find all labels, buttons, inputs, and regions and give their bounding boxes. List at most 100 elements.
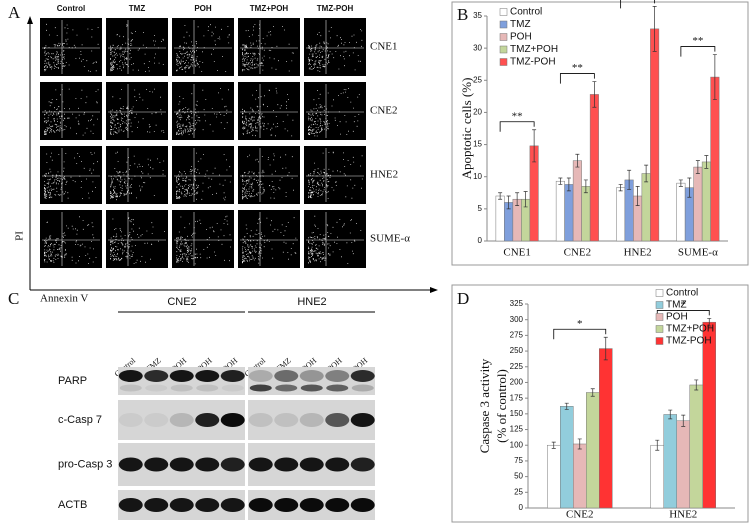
significance-label: ** — [572, 62, 583, 74]
band — [299, 413, 324, 427]
y-tick-label: 0 — [478, 236, 483, 245]
flow-dots — [308, 88, 360, 137]
flow-dots — [242, 217, 297, 264]
x-tick-label: CNE1 — [503, 247, 531, 259]
flow-plot — [172, 146, 234, 204]
legend-swatch — [655, 313, 664, 321]
flow-plot — [238, 18, 300, 76]
flow-plot — [304, 146, 366, 204]
band — [249, 384, 272, 392]
protein-label: PARP — [58, 375, 87, 387]
error-bar — [506, 195, 511, 210]
row-label: CNE2 — [370, 105, 398, 117]
y-axis-label: (% of control) — [494, 369, 509, 443]
flow-dots — [44, 152, 98, 199]
band — [350, 498, 375, 512]
y-tick-label: 200 — [510, 378, 524, 387]
band — [300, 384, 323, 392]
flow-dots — [242, 87, 294, 137]
protein-label: c-Casp 7 — [58, 414, 102, 426]
y-tick-label: 50 — [514, 472, 523, 481]
band — [220, 457, 245, 472]
band — [325, 413, 350, 427]
panel-label: A — [8, 3, 21, 22]
bar — [573, 443, 587, 509]
band — [299, 370, 324, 382]
band — [195, 498, 220, 512]
bar — [676, 182, 686, 242]
flow-dots — [176, 88, 229, 136]
legend-label: TMZ — [510, 19, 531, 30]
y-tick-label: 325 — [510, 299, 524, 308]
flow-dots — [308, 215, 362, 264]
y-tick-label: 20 — [473, 108, 482, 117]
y-tick-label: 0 — [519, 503, 524, 512]
flow-plot — [304, 18, 366, 76]
legend-swatch — [499, 45, 508, 54]
flow-plot — [106, 146, 168, 204]
x-axis-label: Annexin V — [40, 293, 88, 305]
error-bar — [635, 186, 640, 206]
band — [248, 370, 273, 382]
band — [299, 498, 324, 512]
legend-swatch — [499, 33, 508, 41]
error-bar — [558, 177, 563, 185]
bar — [702, 321, 716, 509]
flow-dots — [176, 24, 230, 73]
y-tick-label: 35 — [473, 11, 482, 20]
protein-label: pro-Casp 3 — [58, 458, 112, 470]
x-tick-label: HNE2 — [624, 247, 652, 259]
y-tick-label: 250 — [510, 346, 524, 355]
y-tick-label: 10 — [473, 172, 482, 181]
arrow-head — [430, 287, 438, 293]
error-bar — [498, 192, 503, 200]
y-tick-label: 5 — [478, 204, 483, 213]
flow-plot — [40, 82, 102, 140]
y-tick-label: 15 — [473, 140, 482, 149]
arrow-head — [27, 16, 33, 24]
error-bar — [523, 191, 528, 208]
error-bar — [687, 177, 692, 198]
legend-label: TMZ-POH — [510, 57, 556, 68]
flow-plot — [172, 18, 234, 76]
error-bar — [707, 318, 712, 327]
band — [144, 498, 169, 512]
y-tick-label: 25 — [514, 487, 523, 496]
flow-dots — [308, 27, 363, 72]
y-tick-label: 150 — [510, 409, 524, 418]
band — [196, 384, 219, 392]
column-label: POH — [194, 4, 212, 13]
x-tick-label: HNE2 — [669, 509, 697, 521]
row-label: CNE1 — [370, 41, 398, 53]
bar — [586, 392, 600, 509]
error-bar — [704, 155, 709, 169]
error-bar — [712, 54, 717, 100]
y-tick-label: 175 — [510, 393, 524, 402]
significance-label: ** — [692, 35, 703, 47]
band — [118, 370, 143, 382]
flow-dots — [44, 216, 97, 264]
bar — [495, 195, 505, 242]
flow-dots — [110, 24, 164, 72]
bar — [650, 28, 660, 242]
significance-label: * — [681, 299, 687, 311]
flow-plot — [304, 210, 366, 268]
error-bar — [627, 169, 632, 190]
column-label: Control — [57, 4, 85, 13]
group-label: CNE2 — [167, 296, 196, 308]
band — [325, 370, 350, 382]
legend-swatch — [499, 8, 508, 16]
band — [351, 384, 374, 392]
y-tick-label: 100 — [510, 440, 524, 449]
column-label: TMZ+POH — [250, 4, 289, 13]
bar — [676, 420, 690, 509]
row-label: SUME-α — [370, 233, 410, 245]
band — [145, 384, 168, 392]
band — [274, 413, 299, 427]
band — [195, 370, 220, 382]
bar — [589, 94, 599, 242]
band — [275, 384, 298, 392]
band — [325, 498, 350, 512]
significance-label: * — [577, 318, 583, 330]
protein-label: ACTB — [58, 499, 87, 511]
